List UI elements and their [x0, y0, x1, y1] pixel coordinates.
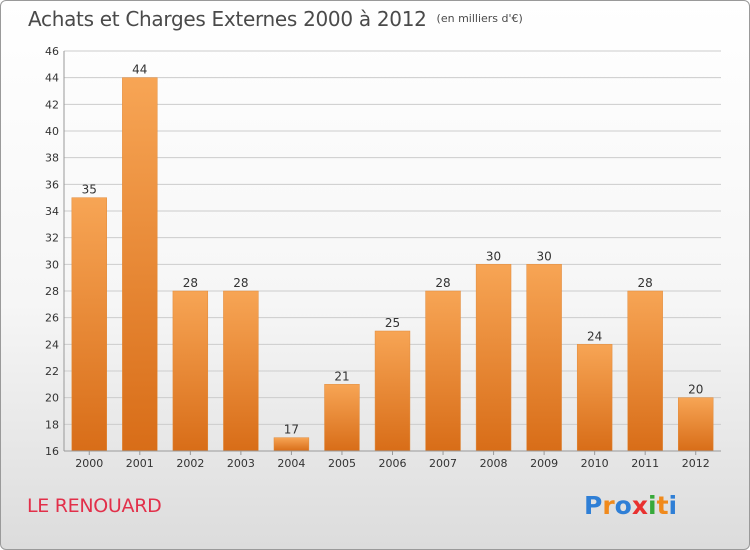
y-tick-label: 18 [45, 418, 59, 431]
data-label-2012: 20 [688, 383, 703, 397]
logo-letter: P [584, 491, 603, 520]
y-tick-label: 44 [45, 72, 59, 85]
data-label-2002: 28 [183, 276, 198, 290]
y-tick-label: 36 [45, 178, 59, 191]
bar-2005[interactable] [324, 384, 360, 452]
x-tick-label: 2010 [581, 457, 609, 470]
data-label-2011: 28 [638, 276, 653, 290]
x-tick-label: 2005 [328, 457, 356, 470]
axis-layer: 16 18 20 22 24 26 28 30 32 34 36 38 40 42 44 46 2000 2001… [45, 45, 721, 470]
y-tick-label: 40 [45, 125, 59, 138]
y-tick-label: 22 [45, 365, 59, 378]
x-tick-label: 2004 [277, 457, 305, 470]
x-tick-label: 2011 [631, 457, 659, 470]
data-label-2008: 30 [486, 249, 501, 263]
bar-2003[interactable] [223, 290, 259, 452]
y-tick-label: 32 [45, 232, 59, 245]
bar-2009[interactable] [526, 264, 562, 452]
bar-layer: 35 44 28 28 17 21 25 28 30 30 24 28 20 [71, 63, 714, 452]
chart-subtitle: (en milliers d'€) [436, 12, 523, 25]
logo-letter: t [656, 491, 669, 520]
x-tick-label: 2012 [682, 457, 710, 470]
data-label-2001: 44 [132, 63, 147, 77]
data-label-2009: 30 [536, 249, 551, 263]
data-label-2006: 25 [385, 316, 400, 330]
x-tick-label: 2002 [176, 457, 204, 470]
y-tick-label: 28 [45, 285, 59, 298]
data-label-2010: 24 [587, 329, 602, 343]
commune-name: LE RENOUARD [27, 495, 162, 517]
x-tick-label: 2009 [530, 457, 558, 470]
logo-letter: r [602, 491, 615, 520]
x-tick-label: 2003 [227, 457, 255, 470]
bar-2006[interactable] [374, 330, 411, 452]
y-tick-label: 20 [45, 392, 59, 405]
bar-2004[interactable] [273, 437, 310, 452]
x-tick-label: 2008 [480, 457, 508, 470]
bar-2000[interactable] [71, 197, 107, 452]
y-tick-label: 38 [45, 152, 59, 165]
y-tick-label: 42 [45, 98, 59, 111]
bar-2008[interactable] [475, 264, 512, 452]
x-tick-label: 2007 [429, 457, 457, 470]
bar-2011[interactable] [627, 290, 663, 452]
y-tick-label: 34 [45, 205, 59, 218]
y-tick-label: 30 [45, 258, 59, 271]
proxiti-logo[interactable]: Proxiti [584, 491, 677, 520]
y-tick-label: 46 [45, 45, 59, 58]
y-tick-label: 24 [45, 338, 59, 351]
x-tick-label: 2006 [379, 457, 407, 470]
data-label-2005: 21 [334, 369, 349, 383]
y-tick-label: 26 [45, 312, 59, 325]
logo-letter: o [614, 491, 632, 520]
bar-2010[interactable] [576, 344, 613, 452]
x-tick-label: 2001 [126, 457, 154, 470]
bar-2012[interactable] [678, 397, 714, 452]
bar-2007[interactable] [425, 290, 461, 452]
data-label-2004: 17 [284, 423, 299, 437]
y-tick-label: 16 [45, 445, 59, 458]
logo-letter: x [631, 491, 648, 520]
data-label-2003: 28 [233, 276, 248, 290]
logo-letter: i [668, 491, 678, 520]
bar-2002[interactable] [172, 290, 209, 452]
x-tick-label: 2000 [75, 457, 103, 470]
bar-2001[interactable] [122, 77, 158, 452]
title-row: Achats et Charges Externes 2000 à 2012 (e… [28, 7, 523, 31]
chart-title: Achats et Charges Externes 2000 à 2012 [28, 7, 427, 31]
logo-letter: i [648, 491, 657, 520]
data-label-2007: 28 [435, 276, 450, 290]
data-label-2000: 35 [82, 183, 97, 197]
